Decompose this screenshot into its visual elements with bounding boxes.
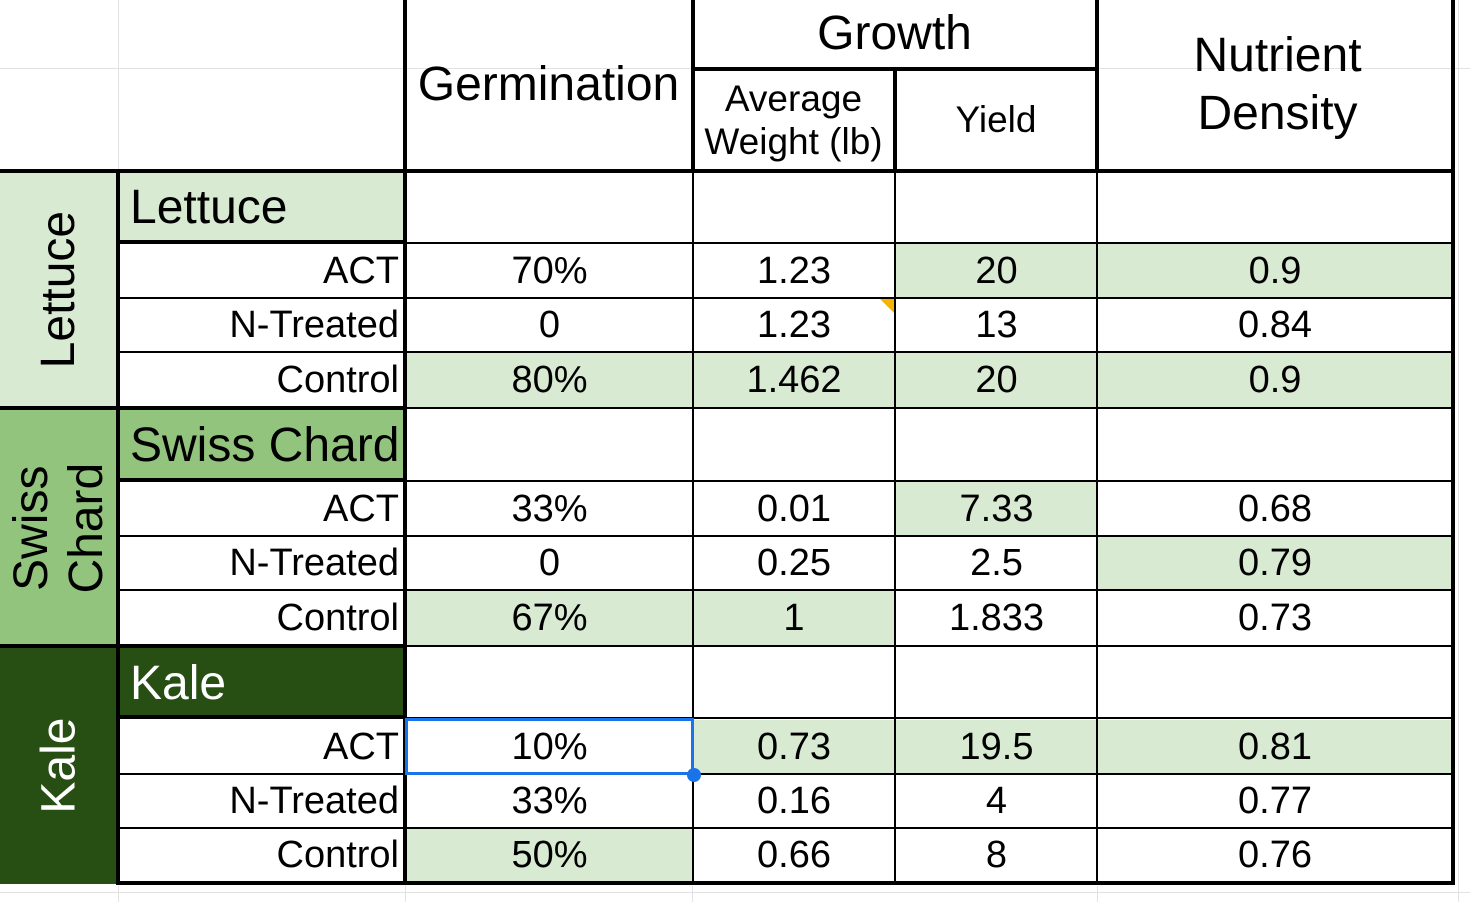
side-label-text: Lettuce: [32, 211, 86, 369]
germination-cell[interactable]: 67%: [407, 591, 692, 646]
border: [405, 480, 1455, 482]
weight-cell[interactable]: 0.16: [757, 780, 831, 822]
row-label[interactable]: Control: [276, 834, 400, 876]
border: [893, 69, 897, 172]
weight-cell[interactable]: 0.66: [757, 834, 831, 876]
weight-cell[interactable]: 0.01: [757, 487, 831, 530]
border: [118, 351, 1455, 353]
gridline: [405, 886, 406, 902]
nutrient-cell[interactable]: 0.9: [1098, 244, 1452, 298]
germination-cell[interactable]: 70%: [511, 249, 588, 292]
gridline: [1097, 886, 1098, 902]
border: [405, 645, 1455, 647]
nutrient-cell[interactable]: 0.9: [1098, 353, 1452, 408]
weight-cell[interactable]: 0.73: [693, 720, 895, 774]
row-label[interactable]: N-Treated: [229, 780, 399, 822]
average-weight-header[interactable]: Average Weight (lb): [704, 77, 883, 162]
yield-cell[interactable]: 1.833: [948, 597, 1045, 639]
border: [118, 240, 406, 244]
nutrient-cell[interactable]: 0.68: [1238, 487, 1312, 530]
border: [691, 0, 695, 172]
border: [0, 169, 1455, 173]
germination-cell[interactable]: 50%: [407, 829, 692, 882]
yield-cell[interactable]: 2.5: [970, 542, 1023, 584]
yield-cell[interactable]: 8: [985, 834, 1008, 876]
growth-header[interactable]: Growth: [817, 7, 972, 61]
comment-indicator[interactable]: [880, 299, 894, 313]
yield-cell[interactable]: 7.33: [896, 482, 1097, 536]
nutrient-cell[interactable]: 0.76: [1238, 834, 1312, 876]
weight-cell[interactable]: 1.23: [757, 304, 831, 346]
weight-cell[interactable]: 0.25: [757, 542, 831, 584]
border: [118, 589, 1455, 591]
row-label[interactable]: ACT: [323, 725, 399, 768]
side-label-kale[interactable]: Kale: [0, 648, 118, 884]
side-label-text: Kale: [32, 717, 86, 815]
border: [118, 715, 406, 719]
gridline: [118, 886, 119, 902]
yield-cell[interactable]: 13: [975, 304, 1018, 346]
nutrient-density-header[interactable]: Nutrient Density: [1193, 29, 1362, 140]
germination-cell[interactable]: 0: [538, 304, 561, 346]
side-label-swiss-chard[interactable]: Swiss Chard: [0, 410, 118, 646]
gridline: [0, 892, 1470, 893]
border: [1095, 0, 1099, 172]
row-label[interactable]: N-Treated: [229, 542, 399, 584]
border: [1451, 0, 1455, 885]
germination-cell[interactable]: 10%: [511, 725, 588, 768]
yield-header[interactable]: Yield: [955, 99, 1037, 141]
border: [118, 773, 1455, 775]
weight-cell[interactable]: 1.23: [757, 249, 831, 292]
border: [118, 535, 1455, 537]
border: [405, 242, 1455, 244]
row-label[interactable]: ACT: [323, 487, 399, 530]
side-label-lettuce[interactable]: Lettuce: [0, 172, 118, 408]
yield-cell[interactable]: 20: [896, 353, 1097, 408]
border: [403, 0, 407, 885]
row-label[interactable]: Control: [276, 597, 400, 639]
border: [118, 297, 1455, 299]
fill-handle[interactable]: [687, 768, 701, 782]
germination-header[interactable]: Germination: [417, 58, 680, 112]
side-label-text: Swiss Chard: [4, 462, 114, 594]
row-label[interactable]: Control: [276, 359, 400, 401]
weight-cell[interactable]: 1.462: [693, 353, 895, 408]
nutrient-cell[interactable]: 0.79: [1098, 537, 1452, 590]
nutrient-cell[interactable]: 0.73: [1238, 597, 1312, 639]
yield-cell[interactable]: 4: [985, 780, 1008, 822]
group-title-lettuce[interactable]: Lettuce: [120, 172, 405, 242]
gridline: [692, 886, 693, 902]
border: [405, 717, 1455, 719]
nutrient-cell[interactable]: 0.84: [1238, 304, 1312, 346]
nutrient-cell[interactable]: 0.77: [1238, 780, 1312, 822]
cell-selection: [405, 718, 694, 775]
border: [118, 478, 406, 482]
border: [692, 172, 694, 884]
group-title-kale[interactable]: Kale: [120, 648, 405, 718]
row-label[interactable]: N-Treated: [229, 304, 399, 346]
border: [0, 406, 406, 410]
gridline: [1458, 0, 1459, 902]
germination-cell[interactable]: 33%: [511, 780, 588, 822]
yield-cell[interactable]: 19.5: [896, 720, 1097, 774]
border: [118, 827, 1455, 829]
border: [1096, 172, 1098, 884]
germination-cell[interactable]: 80%: [407, 353, 692, 408]
border: [116, 170, 120, 885]
germination-cell[interactable]: 33%: [511, 487, 588, 530]
germination-cell[interactable]: 0: [538, 542, 561, 584]
border: [118, 881, 1455, 885]
yield-cell[interactable]: 20: [896, 244, 1097, 298]
group-title-swiss-chard[interactable]: Swiss Chard: [120, 410, 405, 480]
row-label[interactable]: ACT: [323, 249, 399, 292]
weight-cell[interactable]: 1: [693, 591, 895, 646]
gridline: [118, 0, 119, 170]
border: [0, 644, 406, 648]
border: [405, 407, 1455, 409]
border: [894, 172, 896, 884]
nutrient-cell[interactable]: 0.81: [1098, 720, 1452, 774]
